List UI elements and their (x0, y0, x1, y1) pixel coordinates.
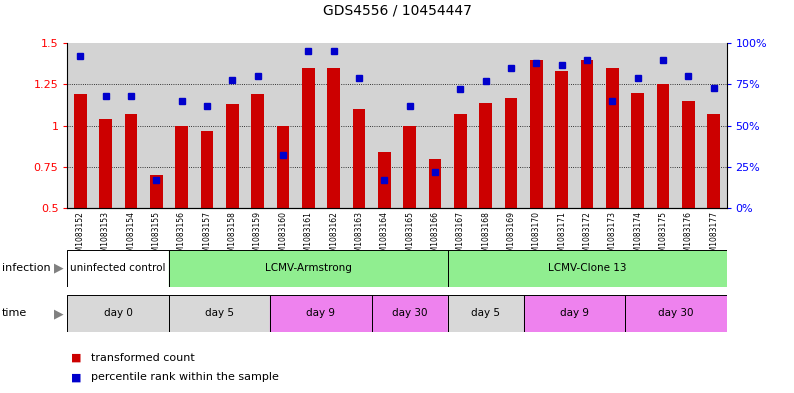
Text: GDS4556 / 10454447: GDS4556 / 10454447 (322, 4, 472, 18)
Bar (353, 109, 365, 208)
Text: uninfected control: uninfected control (71, 263, 166, 273)
Bar (429, 159, 441, 208)
Bar (201, 131, 214, 208)
Bar (625, 295, 727, 332)
Bar (505, 98, 518, 208)
Text: ■: ■ (71, 353, 82, 363)
Bar (530, 60, 543, 208)
Bar (448, 295, 524, 332)
Text: ▶: ▶ (54, 307, 64, 320)
Text: day 5: day 5 (205, 309, 234, 318)
Text: day 30: day 30 (658, 309, 694, 318)
Bar (378, 152, 391, 208)
Text: LCMV-Armstrong: LCMV-Armstrong (265, 263, 352, 273)
Bar (454, 114, 467, 208)
Bar (276, 126, 289, 208)
Bar (226, 104, 238, 208)
Bar (631, 93, 644, 208)
Bar (169, 295, 270, 332)
Text: day 9: day 9 (306, 309, 335, 318)
Text: time: time (2, 309, 27, 318)
Bar (448, 250, 727, 287)
Text: day 30: day 30 (392, 309, 427, 318)
Text: day 5: day 5 (471, 309, 500, 318)
Bar (302, 68, 314, 208)
Bar (707, 114, 720, 208)
Bar (403, 126, 416, 208)
Bar (682, 101, 695, 208)
Text: percentile rank within the sample: percentile rank within the sample (91, 372, 279, 382)
Text: day 9: day 9 (560, 309, 589, 318)
Bar (606, 68, 619, 208)
Bar (327, 68, 340, 208)
Bar (580, 60, 593, 208)
Bar (67, 250, 169, 287)
Text: transformed count: transformed count (91, 353, 195, 363)
Bar (175, 126, 188, 208)
Bar (67, 295, 169, 332)
Bar (372, 295, 448, 332)
Bar (99, 119, 112, 208)
Text: ▶: ▶ (54, 262, 64, 275)
Bar (125, 114, 137, 208)
Bar (556, 71, 568, 208)
Bar (270, 295, 372, 332)
Bar (169, 250, 448, 287)
Bar (74, 94, 87, 208)
Text: LCMV-Clone 13: LCMV-Clone 13 (548, 263, 626, 273)
Bar (150, 175, 163, 208)
Bar (524, 295, 625, 332)
Bar (251, 94, 264, 208)
Bar (657, 84, 669, 208)
Text: ■: ■ (71, 372, 82, 382)
Text: day 0: day 0 (104, 309, 133, 318)
Text: infection: infection (2, 263, 50, 273)
Bar (480, 103, 492, 208)
